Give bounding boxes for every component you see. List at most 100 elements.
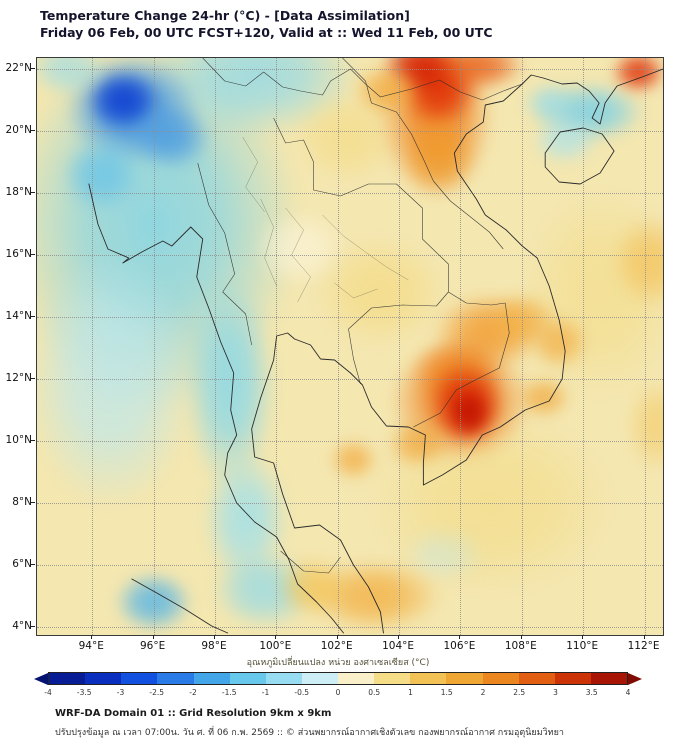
x-tick-label: 98°E xyxy=(201,640,227,652)
gridline-lon xyxy=(214,58,216,635)
x-tickmark xyxy=(459,635,461,639)
y-tickmark xyxy=(31,316,35,318)
x-tick-label: 108°E xyxy=(504,640,537,652)
colorbar-segment-0 xyxy=(49,673,86,684)
heat-blob-hainan-pale-cyan xyxy=(531,115,599,165)
x-tickmark xyxy=(520,635,522,639)
heat-blob-northwest-blue-secondary xyxy=(132,102,212,172)
model-info-text: WRF-DA Domain 01 :: Grid Resolution 9km … xyxy=(55,708,332,719)
y-tickmark xyxy=(31,253,35,255)
y-tick-label: 18°N xyxy=(5,185,32,198)
country-borders xyxy=(197,58,523,574)
colorbar-segment-7 xyxy=(301,673,338,684)
colorbar-segment-13 xyxy=(518,673,555,684)
map-plot-area xyxy=(36,57,664,636)
colorbar-segment-11 xyxy=(446,673,483,684)
y-tickmark xyxy=(31,440,35,442)
y-tickmark xyxy=(31,191,35,193)
colorbar-tick-label: -4 xyxy=(44,688,52,697)
heat-blob-top-left-corner-cyan xyxy=(37,58,108,97)
gridline-lon xyxy=(460,58,462,635)
colorbar-segment-1 xyxy=(85,673,122,684)
gridline-lat xyxy=(37,130,663,132)
colorbar-tick-label: 2 xyxy=(480,688,486,697)
colorbar-segment-2 xyxy=(121,673,158,684)
x-tickmark xyxy=(275,635,277,639)
colorbar-segment-3 xyxy=(157,673,194,684)
colorbar-segment-6 xyxy=(265,673,302,684)
colorbar-tick-label: 1 xyxy=(408,688,413,697)
colorbar-segment-4 xyxy=(193,673,230,684)
x-tick-label: 102°E xyxy=(320,640,353,652)
colorbar-segment-12 xyxy=(482,673,519,684)
colorbar-label: อุณหภูมิเปลี่ยนแปลง หน่วย องศาเซลเซียส (… xyxy=(246,658,430,668)
colorbar xyxy=(34,672,642,685)
x-tick-label: 104°E xyxy=(382,640,415,652)
gridline-lon xyxy=(644,58,646,635)
mainland-coastline xyxy=(88,68,663,634)
hainan-island-coastline xyxy=(544,127,615,185)
sumatra-coastline xyxy=(131,578,229,634)
y-tick-label: 10°N xyxy=(5,434,32,447)
gridline-lat xyxy=(37,379,663,381)
gridline-lon xyxy=(337,58,339,635)
x-tickmark xyxy=(582,635,584,639)
update-info-text: ปรับปรุงข้อมูล ณ เวลา 07:00น. วัน ศ. ที่… xyxy=(55,728,564,738)
colorbar-right-arrow xyxy=(628,672,642,685)
colorbar-segment-9 xyxy=(374,673,411,684)
heat-blob-malay-orange xyxy=(276,555,350,618)
y-tickmark xyxy=(31,626,35,628)
y-tick-label: 8°N xyxy=(12,496,32,509)
province-borders xyxy=(242,136,409,303)
colorbar-tick-label: 2.5 xyxy=(513,688,526,697)
colorbar-tick-label: -0.5 xyxy=(294,688,310,697)
colorbar-tick-label: 3.5 xyxy=(585,688,598,697)
colorbar-segment-10 xyxy=(410,673,447,684)
y-tickmark xyxy=(31,129,35,131)
gridline-lon xyxy=(276,58,278,635)
y-tick-label: 4°N xyxy=(12,620,32,633)
y-tickmark xyxy=(31,378,35,380)
x-tickmark xyxy=(213,635,215,639)
x-tick-label: 96°E xyxy=(139,640,166,652)
heat-blob-west-blue-patch xyxy=(61,137,142,212)
colorbar-tick-label: -3 xyxy=(116,688,125,697)
x-tick-label: 110°E xyxy=(566,640,599,652)
y-tick-label: 22°N xyxy=(5,61,32,74)
colorbar-segments xyxy=(48,672,628,685)
y-tick-label: 20°N xyxy=(5,123,32,136)
colorbar-tick-label: 4 xyxy=(625,688,631,697)
y-tickmark xyxy=(31,502,35,504)
heat-blob-central-warm-yellow xyxy=(313,236,449,349)
heat-blob-vietnam-coast-orange-south xyxy=(515,375,571,420)
gridline-lat xyxy=(37,565,663,567)
heat-blob-south-vietnam-dark-red xyxy=(448,388,492,438)
x-tick-label: 100°E xyxy=(259,640,292,652)
heat-blob-northeast-corner-red xyxy=(610,58,663,94)
y-tick-label: 6°N xyxy=(12,558,32,571)
heat-blob-band-south-orange xyxy=(402,115,476,197)
y-tickmark xyxy=(31,564,35,566)
gridline-lat xyxy=(37,192,663,194)
page-title: Temperature Change 24-hr (°C) - [Data As… xyxy=(40,8,410,23)
gridline-lon xyxy=(521,58,523,635)
gridline-lon xyxy=(583,58,585,635)
colorbar-segment-15 xyxy=(590,673,627,684)
colorbar-tick-label: -3.5 xyxy=(76,688,92,697)
gridline-lon xyxy=(153,58,155,635)
x-tickmark xyxy=(336,635,338,639)
coastline-layer xyxy=(88,58,663,634)
heat-blob-gulf-orange-spot xyxy=(328,438,378,482)
colorbar-tick-label: -1.5 xyxy=(221,688,237,697)
y-tick-label: 12°N xyxy=(5,372,32,385)
gridline-lat xyxy=(37,441,663,443)
gridline-lon xyxy=(92,58,94,635)
x-tickmark xyxy=(398,635,400,639)
colorbar-tick-label: 1.5 xyxy=(440,688,453,697)
colorbar-tick-label: -2 xyxy=(189,688,197,697)
heat-blob-vietnam-coast-orange xyxy=(527,313,590,370)
colorbar-segment-5 xyxy=(229,673,266,684)
gridline-lat xyxy=(37,627,663,629)
y-tick-label: 16°N xyxy=(5,247,32,260)
